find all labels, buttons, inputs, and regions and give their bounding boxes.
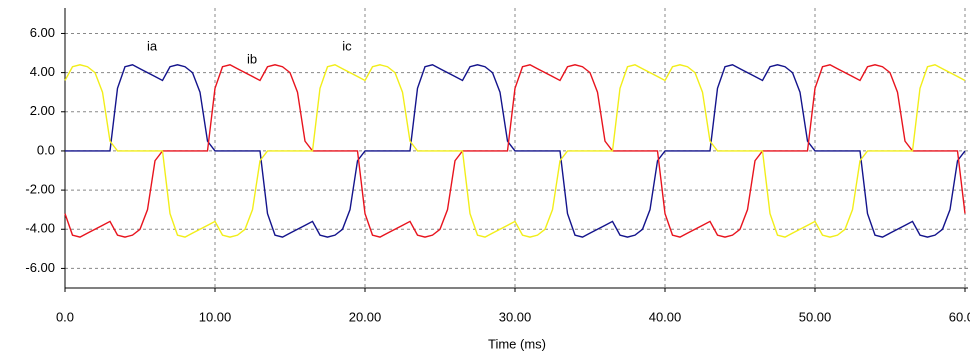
y-tick-label: -6.00 [25,260,55,275]
series-line [65,64,966,238]
x-tick-label: 50.00 [799,309,832,324]
y-tick-label: 0.0 [37,142,55,157]
series-label: ic [342,38,352,53]
x-tick-label: 20.00 [349,309,382,324]
x-tick-label: 10.00 [199,309,232,324]
x-tick-label: 40.00 [649,309,682,324]
x-tick-label: 60.00 [949,309,970,324]
series-line [64,64,966,238]
x-axis-title: Time (ms) [488,336,546,351]
y-tick-label: 2.00 [30,103,55,118]
series-label: ib [247,51,257,66]
y-tick-label: -2.00 [25,182,55,197]
x-tick-label: 30.00 [499,309,532,324]
y-tick-label: 4.00 [30,64,55,79]
y-tick-label: 6.00 [30,25,55,40]
x-tick-label: 0.0 [56,309,74,324]
series-line [64,64,966,238]
y-tick-label: -4.00 [25,221,55,236]
series-label: ia [147,38,158,53]
